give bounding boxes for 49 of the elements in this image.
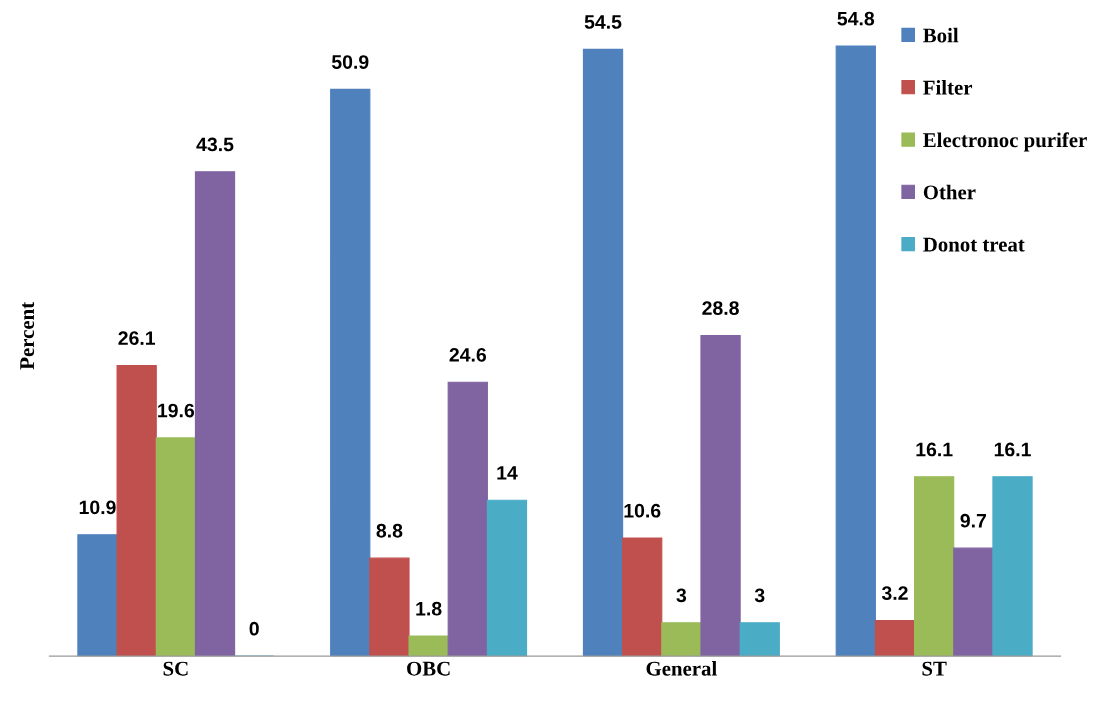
data-label: 16.1 [994, 442, 1031, 457]
bar [447, 381, 488, 657]
data-label: 19.6 [158, 403, 195, 418]
bar [622, 537, 663, 657]
bar [77, 534, 118, 657]
bar [953, 547, 994, 657]
y-axis-title: Percent [20, 301, 35, 370]
data-label: 26.1 [118, 331, 156, 346]
data-label: 3.2 [881, 586, 908, 601]
x-tick-label: ST [922, 661, 947, 676]
data-label: 9.7 [960, 513, 986, 528]
bar [369, 557, 410, 657]
bar [835, 45, 876, 657]
data-label: 3 [754, 588, 765, 603]
legend-label: Donot treat [923, 237, 1025, 252]
data-label: 43.5 [196, 137, 234, 152]
data-label: 16.1 [916, 442, 953, 457]
bar [194, 171, 236, 657]
data-label: 8.8 [376, 523, 403, 538]
data-label: 1.8 [416, 601, 442, 616]
data-label: 50.9 [331, 55, 369, 69]
bar [408, 635, 449, 657]
bar [486, 499, 528, 657]
bar [700, 334, 741, 657]
data-label: 10.9 [79, 500, 116, 515]
bar [330, 88, 371, 657]
bar [116, 364, 157, 657]
legend-label: Boil [923, 27, 959, 43]
data-label: 0 [249, 621, 259, 636]
bar [992, 476, 1033, 657]
data-label: 3 [676, 588, 687, 603]
data-label: 14 [497, 466, 518, 480]
legend-label: Other [923, 184, 976, 200]
data-label: 54.5 [584, 15, 622, 29]
bar [582, 48, 624, 657]
data-label: 28.8 [702, 301, 739, 315]
legend-label: Electronoc purifer [923, 132, 1087, 152]
bar [874, 619, 916, 657]
data-label: 24.6 [449, 347, 487, 362]
bar [155, 437, 196, 657]
bar [739, 622, 780, 657]
bar [661, 622, 702, 657]
x-tick-label: OBC [407, 661, 450, 676]
data-label: 54.8 [837, 11, 875, 26]
x-tick-label: General [646, 660, 717, 676]
data-label: 10.6 [624, 503, 661, 518]
bar [914, 476, 955, 657]
x-tick-label: SC [163, 661, 188, 676]
legend-label: Filter [923, 80, 973, 95]
